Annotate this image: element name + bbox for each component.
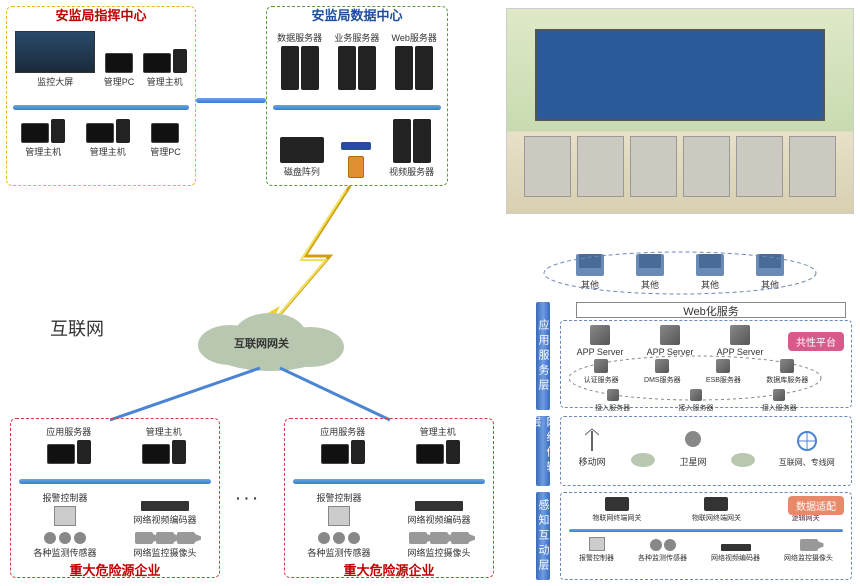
cloud-mini-icon <box>628 448 658 468</box>
arch-top-oval <box>540 250 820 296</box>
db-server-icon: 数据库服务器 <box>766 359 808 385</box>
net-layer-box: 移动网 卫星网 互联网、专线网 <box>560 416 852 486</box>
mgmt-pc-icon-2: 管理PC <box>150 123 181 158</box>
ent-mgmt-host-icon-2: 管理主机 <box>416 425 460 464</box>
sense-encoder-icon: 网络视频编码器 <box>711 544 760 563</box>
mobile-net-icon: 移动网 <box>577 427 607 468</box>
cloud-mini-icon <box>728 448 758 468</box>
iot-gateway-icon: 物联网终端网关 <box>592 497 641 523</box>
data-center-title: 安监局数据中心 <box>267 5 447 24</box>
control-room-photo <box>506 8 854 214</box>
sat-net-icon: 卫星网 <box>678 427 708 468</box>
mgmt-pc-label: 管理PC <box>104 75 135 88</box>
sense-sensors-icon: 各种监测传感器 <box>638 539 687 563</box>
mgmt-host-icon-2: 管理主机 <box>21 119 65 158</box>
enterprise-title-2: 重大危险源企业 <box>285 560 493 579</box>
cloud-label: 互联网网关 <box>234 335 289 351</box>
access-server-icon: 接入服务器 <box>595 389 630 413</box>
ellipsis-dots: · · · <box>236 490 258 506</box>
ent-app-server-icon: 应用服务器 <box>46 425 91 464</box>
video-encoder-icon: 网络视频编码器 网络监控摄像头 <box>133 501 196 559</box>
sense-bus <box>569 529 843 532</box>
data-center-box: 安监局数据中心 数据服务器 业务服务器 Web服务器 磁盘阵列 视频服务器 <box>266 6 448 186</box>
mgmt-pc-icon: 管理PC <box>104 53 135 88</box>
internet-icon: 互联网、专线网 <box>779 429 835 468</box>
sense-camera-icon: 网络监控摄像头 <box>784 539 833 563</box>
dc-bus <box>273 105 441 110</box>
data-adapt-badge: 数据适配 <box>788 496 844 515</box>
data-server-icon: 数据服务器 <box>277 31 322 90</box>
mgmt-host-icon-3: 管理主机 <box>86 119 130 158</box>
firewall-chip-icon <box>341 142 371 178</box>
command-center-box: 安监局指挥中心 监控大屏 管理PC 管理主机 管理主机 管理主机 管理PC <box>6 6 196 186</box>
app-layer-bar: 应用服务层 <box>536 302 550 410</box>
web-service-bar: Web化服务 <box>576 302 846 318</box>
access-server-icon: 接入服务器 <box>762 389 797 413</box>
iot-gateway-icon: 物联网终端网关 <box>692 497 741 523</box>
dms-server-icon: DMS服务器 <box>644 359 681 385</box>
mgmt-host-icon: 管理主机 <box>143 49 187 88</box>
mgmt-host-label: 管理主机 <box>147 75 183 88</box>
bigscreen-label: 监控大屏 <box>37 75 73 88</box>
alarm-ctrl-icon-2: 报警控制器 各种监测传感器 <box>307 491 370 559</box>
esb-server-icon: ESB服务器 <box>706 359 741 385</box>
web-service-label: Web化服务 <box>683 306 738 318</box>
auth-server-icon: 认证服务器 <box>584 359 619 385</box>
ent-bus-2 <box>293 479 485 484</box>
enterprise-box-1: 应用服务器 管理主机 报警控制器 各种监测传感器 网络视频编码器 网络监控摄像头… <box>10 418 220 578</box>
web-server-icon: Web服务器 <box>392 31 437 90</box>
video-server-icon: 视频服务器 <box>389 119 434 178</box>
cc-bus <box>13 105 189 110</box>
net-layer-bar: 网络传输层 <box>536 416 550 486</box>
internet-side-label: 互联网 <box>50 315 104 341</box>
ent-mgmt-host-icon: 管理主机 <box>142 425 186 464</box>
video-encoder-icon-2: 网络视频编码器 网络监控摄像头 <box>407 501 470 559</box>
biz-server-icon: 业务服务器 <box>334 31 379 90</box>
enterprise-box-2: 应用服务器 管理主机 报警控制器 各种监测传感器 网络视频编码器 网络监控摄像头… <box>284 418 494 578</box>
access-server-icon: 接入服务器 <box>678 389 713 413</box>
sense-alarm-icon: 报警控制器 <box>579 537 614 563</box>
alarm-ctrl-icon: 报警控制器 各种监测传感器 <box>33 491 96 559</box>
platform-badge: 共性平台 <box>788 332 844 351</box>
disk-array-icon: 磁盘阵列 <box>280 137 324 178</box>
cc-dc-link <box>196 98 266 103</box>
enterprise-title-1: 重大危险源企业 <box>11 560 219 579</box>
command-center-title: 安监局指挥中心 <box>7 5 195 24</box>
ent-app-server-icon-2: 应用服务器 <box>320 425 365 464</box>
bigscreen-icon: 监控大屏 <box>15 31 95 88</box>
sense-layer-bar: 感知互动层 <box>536 492 550 580</box>
ent-bus-1 <box>19 479 211 484</box>
